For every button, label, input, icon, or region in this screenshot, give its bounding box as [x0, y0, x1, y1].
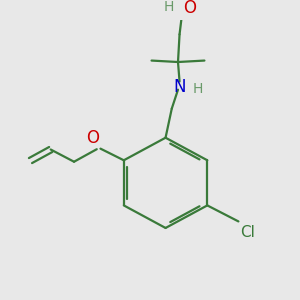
- Text: O: O: [184, 0, 196, 16]
- Text: N: N: [173, 78, 186, 96]
- Text: O: O: [86, 129, 99, 147]
- Text: H: H: [193, 82, 203, 96]
- Text: H: H: [164, 0, 174, 14]
- Text: Cl: Cl: [240, 225, 255, 240]
